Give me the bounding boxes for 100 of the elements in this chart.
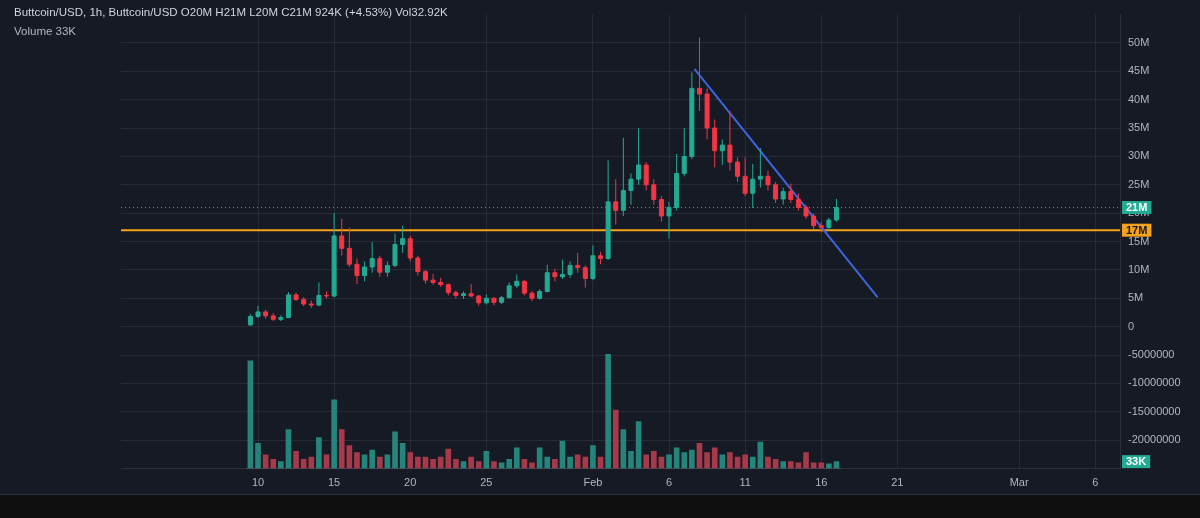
candlestick: [324, 290, 330, 299]
y-tick-label: -15000000: [1128, 404, 1181, 417]
y-tick-label: -10000000: [1128, 376, 1181, 389]
candlestick: [476, 294, 482, 307]
candlestick: [514, 273, 520, 289]
candlestick: [369, 241, 375, 274]
bar: [316, 437, 322, 469]
bar: [407, 452, 414, 469]
candlestick: [559, 259, 565, 280]
x-tick-label: 20: [404, 476, 417, 489]
candlestick: [552, 268, 558, 282]
candlestick: [719, 138, 725, 166]
candlestick: [727, 110, 733, 172]
candlestick: [331, 212, 337, 298]
bar: [415, 456, 421, 469]
bar: [666, 454, 672, 469]
candlestick: [461, 290, 467, 300]
bar: [369, 449, 376, 469]
bar: [727, 452, 733, 469]
candlestick: [735, 157, 741, 183]
bar: [278, 461, 284, 469]
candlestick: [765, 170, 771, 191]
y-tick-label: 45M: [1128, 64, 1150, 77]
bar: [475, 461, 482, 469]
text: 33K: [1126, 455, 1147, 468]
candlestick: [499, 295, 505, 305]
candlestick: [803, 204, 809, 220]
bar: [567, 456, 573, 469]
candlestick: [620, 137, 626, 217]
bar: [749, 456, 756, 469]
candlestick: [795, 192, 801, 211]
candlestick: [422, 269, 428, 285]
x-tick-label: 16: [815, 476, 828, 489]
candlestick: [742, 157, 748, 197]
candlestick: [636, 127, 642, 186]
candlestick: [567, 260, 573, 279]
bar: [506, 459, 513, 469]
candlestick: [407, 235, 413, 262]
candlestick: [354, 258, 360, 285]
candlestick: [788, 183, 794, 204]
bar: [468, 456, 474, 469]
candlestick: [430, 273, 436, 286]
candlestick: [400, 225, 406, 254]
x-tick-label: 15: [327, 476, 341, 489]
bar: [376, 456, 383, 469]
candlestick: [521, 279, 527, 296]
candlestick: [483, 293, 489, 306]
candlestick: [377, 255, 383, 278]
bar: [293, 451, 299, 469]
y-tick-label: 15M: [1128, 234, 1150, 247]
x-tick-label: 10: [251, 476, 265, 489]
candlestick: [628, 172, 634, 206]
candlestick: [301, 296, 307, 307]
ref-line-label: 21M: [1126, 201, 1148, 214]
candlestick: [658, 195, 664, 223]
bar: [689, 449, 695, 469]
candlestick: [757, 147, 763, 189]
ref-line-label: 17M: [1126, 223, 1148, 236]
bar: [818, 462, 825, 469]
bar: [270, 459, 277, 469]
bar: [704, 452, 710, 469]
candlestick: [384, 260, 390, 278]
chart-title: Buttcoin/USD, 1h, Buttcoin/USD O20M H21M L20M C21M 924K (+4.53%) Vol32.92K: [14, 5, 448, 19]
y-tick-label: 50M: [1128, 36, 1150, 48]
y-tick-label: 35M: [1128, 121, 1150, 134]
candlestick: [712, 119, 718, 168]
x-tick-label: 21: [891, 476, 904, 489]
candlestick: [582, 264, 588, 289]
candlestick: [544, 264, 550, 294]
y-tick-label: 5M: [1128, 291, 1144, 304]
bar: [643, 454, 650, 469]
candlestick: [529, 290, 535, 302]
y-tick-label: 0: [1128, 319, 1135, 332]
candlestick: [818, 221, 824, 233]
bar: [255, 442, 261, 469]
candlestick: [270, 312, 276, 322]
bar: [681, 452, 688, 469]
candlestick: [415, 255, 421, 277]
bar: [354, 452, 360, 469]
candlestick: [339, 218, 345, 257]
candlestick: [445, 283, 451, 296]
bar: [742, 454, 748, 469]
candlestick: [362, 260, 368, 282]
bar: [331, 399, 337, 469]
candlestick: [537, 288, 543, 300]
candlestick: [392, 233, 398, 268]
candlestick: [590, 245, 596, 281]
bar: [765, 456, 771, 469]
candlestick: [247, 313, 253, 327]
y-tick-label: -20000000: [1128, 433, 1181, 446]
candlestick: [681, 127, 687, 177]
candlestick: [704, 87, 710, 140]
y-tick-label: 10M: [1128, 262, 1150, 275]
candlestick: [308, 300, 314, 309]
bar: [392, 431, 398, 469]
candlestick: [506, 281, 512, 299]
bar: [628, 451, 634, 469]
y-tick-label: 25M: [1128, 177, 1150, 190]
candlestick: [316, 281, 322, 307]
candlestick: [643, 161, 649, 191]
